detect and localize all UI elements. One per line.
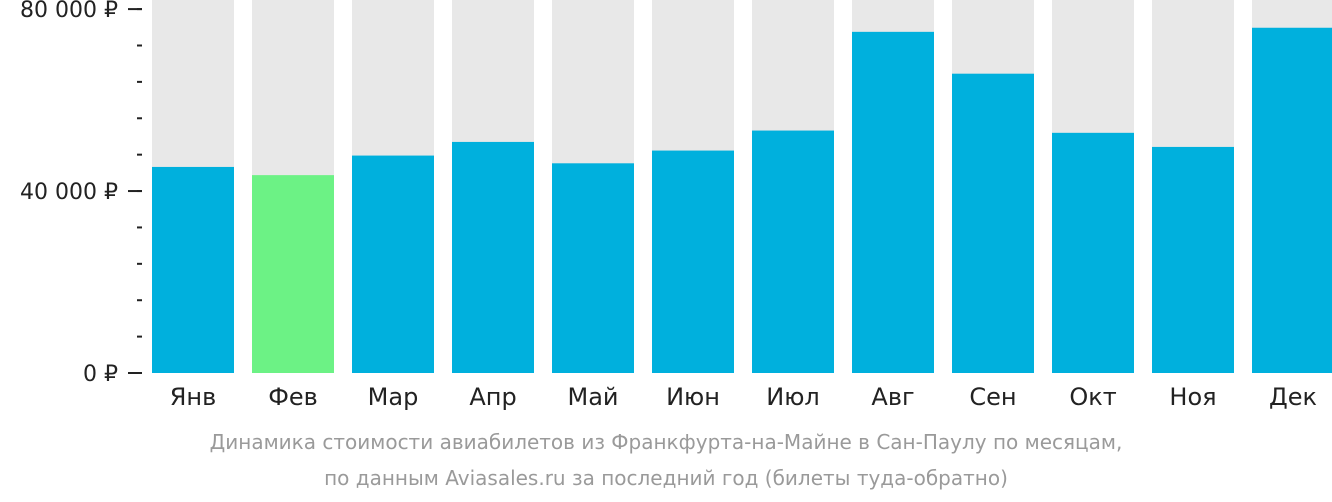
x-tick-label: Дек [1269,383,1317,411]
bar [1152,146,1234,373]
bar [652,150,734,373]
x-tick-label: Сен [969,383,1016,411]
x-tick-label: Июн [666,383,720,411]
x-tick-label: Янв [170,383,217,411]
x-tick-label: Авг [871,383,914,411]
x-tick-label: Фев [268,383,318,411]
x-tick-label: Май [567,383,618,411]
bar [152,166,234,373]
bar [752,130,834,373]
bar [1252,27,1332,374]
x-tick-label: Мар [368,383,419,411]
chart-caption-line-2: по данным Aviasales.ru за последний год … [324,466,1008,490]
price-chart: Янв Фев Мар Апр Май Июн Июл Авг Сен Окт Ноя Дек 0 ₽ 4… [20,0,1332,411]
x-tick-label: Июл [766,383,820,411]
bar [252,175,334,373]
bar [552,163,634,373]
x-tick-label: Ноя [1169,383,1216,411]
bar [452,141,534,373]
bar [952,73,1034,373]
y-tick-label: 80 000 ₽ [20,0,118,23]
x-tick-label: Апр [469,383,516,411]
y-tick-label: 0 ₽ [83,362,118,387]
y-tick-label: 40 000 ₽ [20,180,118,205]
chart-caption-line-1: Динамика стоимости авиабилетов из Франкф… [209,430,1123,454]
bar [352,155,434,373]
bar [852,31,934,374]
x-tick-label: Окт [1069,383,1116,411]
bar [1052,132,1134,373]
